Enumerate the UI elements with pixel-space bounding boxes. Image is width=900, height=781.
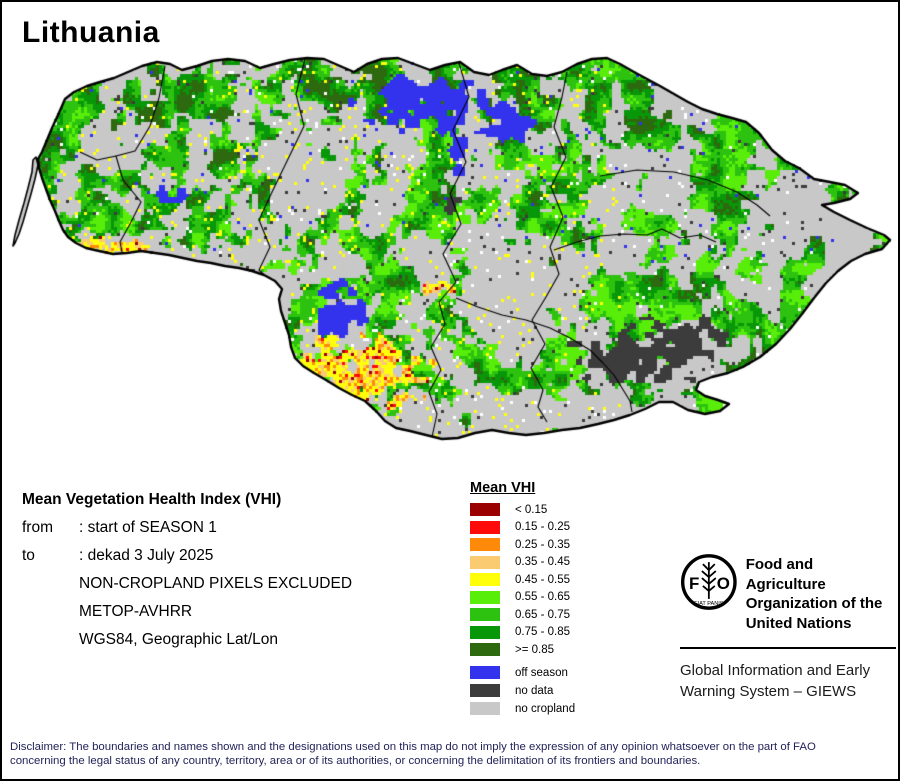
legend-label: 0.45 - 0.55 <box>515 573 570 586</box>
legend-label: >= 0.85 <box>515 643 555 656</box>
info-row: WGS84, Geographic Lat/Lon <box>22 626 352 654</box>
fao-block: F O FIAT PANIS Food and Agriculture Orga… <box>680 553 896 702</box>
legend-row: 0.75 - 0.85 <box>470 625 575 639</box>
fao-org-line3: United Nations <box>745 614 852 632</box>
page-title: Lithuania <box>22 16 160 49</box>
legend-swatch <box>470 538 500 551</box>
legend-row: no data <box>470 684 575 697</box>
legend-row: no cropland <box>470 702 575 715</box>
legend-row: off season <box>470 666 575 679</box>
legend-swatch <box>470 625 500 639</box>
legend-row: 0.35 - 0.45 <box>470 555 575 569</box>
info-row-value: : start of SEASON 1 <box>79 519 217 536</box>
legend-title: Mean VHI <box>470 480 536 496</box>
info-row: to : dekad 3 July 2025 <box>22 542 352 570</box>
info-row: NON-CROPLAND PIXELS EXCLUDED <box>22 570 352 598</box>
legend-swatch <box>470 503 500 516</box>
legend-label: no cropland <box>515 702 576 715</box>
legend-extra-list: off season no data no cropland <box>470 666 575 715</box>
info-row-value: METOP-AVHRR <box>79 603 193 620</box>
legend-label: no data <box>515 684 554 697</box>
legend-label: 0.55 - 0.65 <box>515 591 570 603</box>
legend-label: 0.15 - 0.25 <box>515 521 570 533</box>
giews-line2: Warning System – GIEWS <box>680 683 857 700</box>
info-rows: from : start of SEASON 1 to : dekad 3 July … <box>22 514 352 654</box>
info-row-value: WGS84, Geographic Lat/Lon <box>79 631 279 648</box>
wheat-ear-icon <box>701 562 717 599</box>
fao-logo-letter-f: F <box>689 574 699 593</box>
fao-org-name: Food and Agriculture Organization of the… <box>746 555 896 633</box>
legend-swatch <box>470 555 500 569</box>
fao-org-line1: Food and Agriculture <box>745 556 826 593</box>
info-heading: Mean Vegetation Health Index (VHI) <box>22 491 282 508</box>
fao-org-line2: Organization of the <box>745 595 883 612</box>
info-row-value: : dekad 3 July 2025 <box>79 547 214 564</box>
info-row-label: to <box>22 547 35 564</box>
info-row-label <box>22 570 79 598</box>
legend-class-list: < 0.15 0.15 - 0.25 0.25 - 0.35 0.35 - 0.45 0… <box>470 503 575 656</box>
legend-swatch <box>470 643 500 656</box>
info-row-label <box>22 626 79 654</box>
vhi-legend: Mean VHI < 0.15 0.15 - 0.25 0.25 - 0.35 0.3… <box>470 480 575 720</box>
info-row-label <box>22 598 79 626</box>
fao-separator <box>680 647 896 649</box>
disclaimer-text: Disclaimer: The boundaries and names sho… <box>10 741 894 768</box>
map-info-block: Mean Vegetation Health Index (VHI) from:… <box>22 486 352 654</box>
legend-row: >= 0.85 <box>470 643 575 656</box>
legend-row: < 0.15 <box>470 503 575 516</box>
legend-swatch <box>470 666 500 679</box>
legend-swatch <box>470 520 500 534</box>
fao-logo-letter-o: O <box>717 574 730 593</box>
legend-swatch <box>470 573 500 586</box>
legend-row: 0.25 - 0.35 <box>470 538 575 551</box>
info-row: METOP-AVHRR <box>22 598 352 626</box>
legend-swatch <box>470 590 500 604</box>
legend-label: off season <box>515 666 568 679</box>
legend-row: 0.65 - 0.75 <box>470 608 575 621</box>
info-row-label: from <box>22 519 53 536</box>
legend-swatch <box>470 684 500 697</box>
legend-row: 0.45 - 0.55 <box>470 573 575 586</box>
disclaimer-line1: Disclaimer: The boundaries and names sho… <box>10 741 816 753</box>
fao-logo: F O FIAT PANIS <box>680 554 737 610</box>
legend-label: 0.35 - 0.45 <box>515 556 570 568</box>
info-row: from : start of SEASON 1 <box>22 514 352 542</box>
legend-swatch <box>470 608 500 621</box>
fao-logo-motto: FIAT PANIS <box>694 601 724 607</box>
giews-line1: Global Information and Early <box>680 662 871 679</box>
lithuania-vhi-raster-map <box>2 2 898 474</box>
legend-swatch <box>470 702 500 715</box>
legend-row: 0.55 - 0.65 <box>470 590 575 604</box>
info-row-value: NON-CROPLAND PIXELS EXCLUDED <box>79 575 353 592</box>
legend-label: < 0.15 <box>515 503 548 516</box>
disclaimer-line2: concerning the legal status of any count… <box>10 754 701 767</box>
giews-label: Global Information and Early Warning Sys… <box>680 660 896 702</box>
legend-label: 0.25 - 0.35 <box>515 538 570 551</box>
legend-label: 0.65 - 0.75 <box>515 608 570 621</box>
legend-row: 0.15 - 0.25 <box>470 520 575 534</box>
legend-label: 0.75 - 0.85 <box>515 626 570 638</box>
